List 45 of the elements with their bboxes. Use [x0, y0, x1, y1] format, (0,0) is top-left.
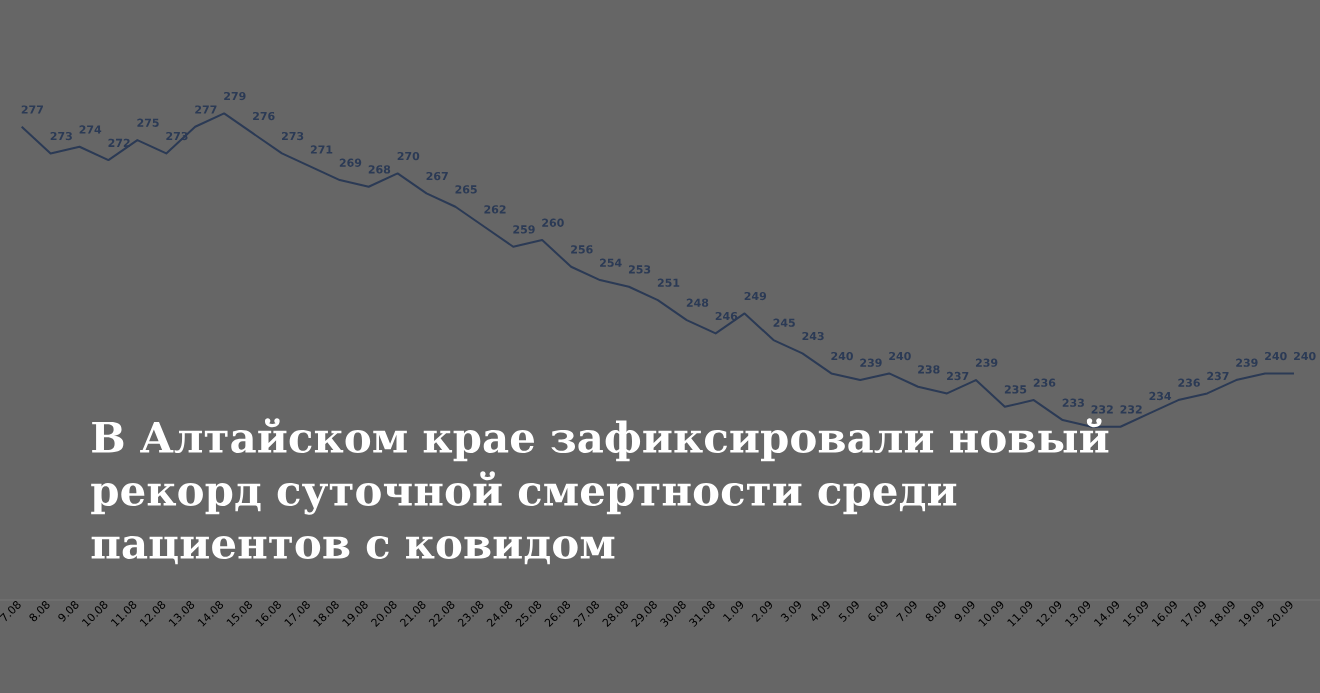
data-label: 232 — [1120, 405, 1142, 414]
data-label: 239 — [1236, 358, 1258, 367]
data-label: 279 — [224, 91, 246, 101]
data-label: 233 — [1062, 398, 1084, 407]
data-label: 276 — [253, 111, 275, 121]
data-label: 254 — [600, 258, 622, 267]
data-label: 274 — [79, 125, 102, 134]
data-label: 245 — [773, 318, 795, 327]
data-label: 240 — [1294, 351, 1316, 361]
data-label: 240 — [831, 351, 853, 361]
data-label: 253 — [628, 265, 651, 274]
data-label: 267 — [426, 171, 448, 181]
data-label: 240 — [889, 351, 911, 361]
data-label: 235 — [1004, 385, 1027, 394]
data-label: 246 — [715, 311, 738, 321]
data-label: 265 — [455, 185, 477, 194]
data-label: 268 — [368, 165, 391, 174]
data-label: 237 — [947, 371, 969, 381]
data-label: 271 — [310, 145, 333, 154]
data-label: 243 — [802, 331, 824, 341]
data-label: 270 — [397, 151, 420, 161]
data-label: 272 — [108, 138, 130, 147]
data-label: 234 — [1149, 391, 1172, 401]
data-label: 269 — [339, 158, 362, 167]
data-label: 236 — [1178, 378, 1200, 387]
data-label: 273 — [282, 131, 304, 141]
data-label: 251 — [657, 278, 680, 287]
data-label: 277 — [21, 105, 43, 114]
data-label: 259 — [513, 225, 535, 234]
data-label: 262 — [484, 205, 506, 214]
data-label: 237 — [1207, 371, 1229, 381]
data-label: 239 — [975, 358, 998, 367]
data-label: 260 — [542, 218, 564, 227]
data-label: 275 — [137, 118, 159, 127]
data-label: 238 — [918, 365, 940, 374]
data-label: 248 — [686, 298, 709, 307]
data-label: 256 — [571, 245, 593, 254]
data-label: 232 — [1091, 405, 1113, 414]
data-label: 273 — [50, 131, 72, 141]
data-label: 277 — [195, 105, 217, 114]
data-label: 240 — [1265, 351, 1287, 361]
text: В Алтайском крае зафиксировали новый рекорд суточной смертности среди пациентов с ковидом — [91, 418, 1109, 565]
data-label: 249 — [744, 291, 767, 301]
data-label: 239 — [860, 358, 882, 367]
data-label: 236 — [1033, 378, 1056, 387]
